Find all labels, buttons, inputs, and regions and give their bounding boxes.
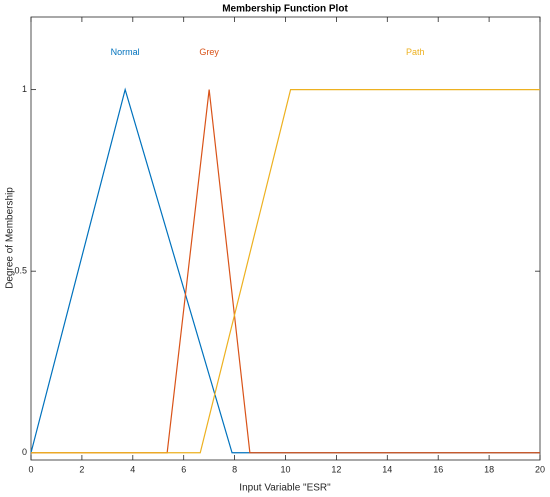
y-axis-label: Degree of Membership (5, 187, 16, 289)
x-tick-label: 4 (130, 464, 135, 474)
plot-area (30, 16, 541, 461)
x-tick-label: 12 (331, 464, 341, 474)
y-tick-label: 1 (22, 84, 27, 94)
x-tick-label: 14 (382, 464, 392, 474)
series-label: Path (406, 47, 425, 57)
line-series (31, 89, 540, 454)
x-axis-label: Input Variable "ESR" (239, 483, 331, 494)
x-tick-label: 0 (28, 464, 33, 474)
x-tick-label: 10 (280, 464, 290, 474)
x-tick-label: 6 (181, 464, 186, 474)
x-tick-label: 8 (232, 464, 237, 474)
y-tick-label: 0 (22, 447, 27, 457)
x-tick-label: 2 (79, 464, 84, 474)
x-tick-label: 18 (484, 464, 494, 474)
series-label: Grey (199, 47, 219, 57)
x-tick-label: 16 (433, 464, 443, 474)
x-tick-label: 20 (535, 464, 545, 474)
y-tick-label: 0.5 (14, 266, 27, 276)
series-label: Normal (111, 47, 140, 57)
chart-title: Membership Function Plot (222, 4, 348, 15)
